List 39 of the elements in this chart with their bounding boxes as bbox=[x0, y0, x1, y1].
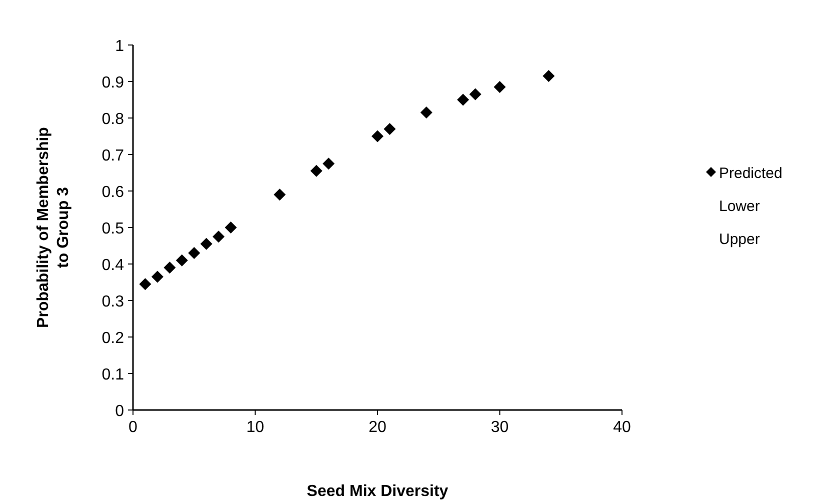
y-tick-label: 0.1 bbox=[102, 366, 124, 384]
x-tick-label: 30 bbox=[490, 419, 509, 436]
x-tick-label: 20 bbox=[368, 419, 386, 436]
x-tick-label: 40 bbox=[613, 419, 631, 436]
point bbox=[200, 238, 212, 250]
point bbox=[164, 262, 176, 274]
point bbox=[310, 164, 322, 177]
y-tick-label: 0.4 bbox=[102, 257, 124, 274]
x-axis-title: Seed Mix Diversity bbox=[306, 483, 448, 500]
y-tick-label: 1 bbox=[115, 38, 124, 55]
point bbox=[224, 222, 237, 234]
legend-label: Predicted bbox=[719, 165, 782, 182]
point bbox=[188, 247, 200, 260]
y-tick-label: 0 bbox=[115, 403, 124, 420]
point bbox=[274, 188, 286, 201]
point bbox=[384, 122, 396, 135]
text: Upper bbox=[719, 231, 760, 248]
point bbox=[542, 70, 555, 82]
y-tick-label: 0.9 bbox=[102, 74, 124, 92]
point bbox=[151, 270, 164, 283]
point bbox=[420, 106, 432, 119]
point bbox=[139, 278, 152, 290]
y-tick-label: 0.2 bbox=[102, 330, 124, 347]
x-tick-label: 10 bbox=[246, 419, 264, 436]
point bbox=[457, 94, 470, 106]
point bbox=[212, 230, 225, 243]
text: Lower bbox=[719, 198, 760, 215]
point bbox=[372, 130, 384, 142]
y-tick-label: 0.6 bbox=[102, 184, 124, 201]
point bbox=[469, 88, 482, 100]
y-tick-label: 0.3 bbox=[102, 294, 124, 310]
point bbox=[322, 158, 335, 170]
y-tick-label: 0.8 bbox=[102, 111, 124, 128]
y-axis-title: Probability of Membership to Group 3 bbox=[35, 126, 72, 328]
point bbox=[494, 80, 506, 93]
y-tick-label: 0.5 bbox=[102, 220, 124, 238]
x-tick-label: 0 bbox=[128, 419, 138, 436]
point bbox=[176, 254, 188, 266]
y-tick-label: 0.7 bbox=[102, 148, 124, 164]
